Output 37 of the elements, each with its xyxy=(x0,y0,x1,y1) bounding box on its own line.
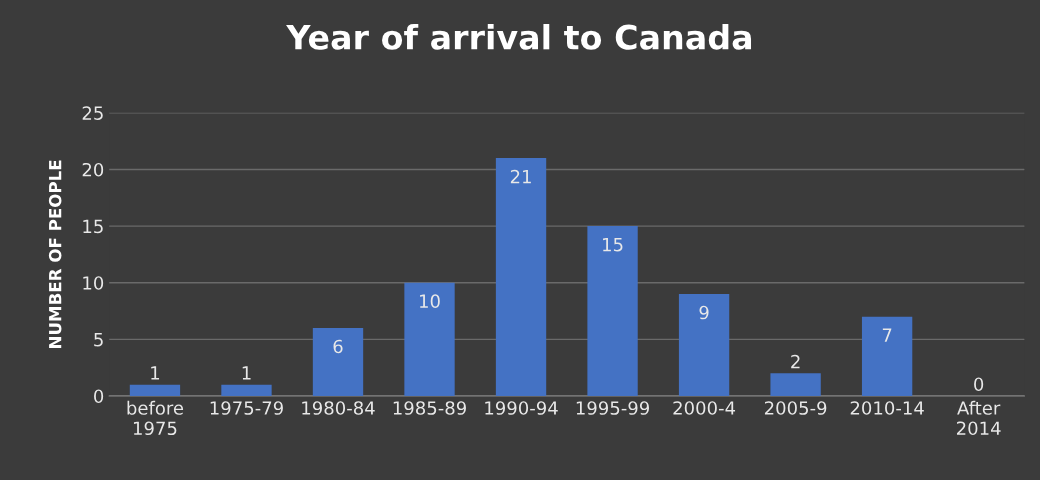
data-label: 1 xyxy=(151,366,160,380)
y-tick-label: 0 xyxy=(94,389,104,404)
bar xyxy=(404,282,455,396)
y-tick-label: 25 xyxy=(82,106,103,120)
data-label: 10 xyxy=(420,294,440,309)
bar xyxy=(221,384,272,396)
x-tick-label: 2010-14 xyxy=(850,401,924,415)
data-label: 15 xyxy=(603,237,623,252)
x-tick-label: 2000-4 xyxy=(673,401,736,415)
x-tick-label: 1975-79 xyxy=(210,401,283,415)
x-tick-label: 1990-94 xyxy=(485,401,558,415)
bar xyxy=(495,158,547,396)
x-tick-label: 2005-9 xyxy=(764,401,827,415)
bar xyxy=(587,226,638,396)
x-tick-label: before 1975 xyxy=(127,400,184,436)
y-tick-label: 5 xyxy=(94,333,103,347)
x-tick-label: 1995-99 xyxy=(576,401,650,415)
bar xyxy=(678,294,730,396)
chart-title: Year of arrival to Canada xyxy=(286,24,752,50)
bar xyxy=(129,384,181,396)
data-label: 2 xyxy=(791,354,800,369)
data-label: 0 xyxy=(974,377,984,392)
bar xyxy=(770,373,821,396)
data-label: 6 xyxy=(333,339,343,354)
y-axis-title: NUMBER OF PEOPLE xyxy=(48,160,62,348)
bar xyxy=(861,316,913,396)
x-tick-label: After 2014 xyxy=(956,400,1001,436)
data-label: 1 xyxy=(242,366,251,380)
x-tick-label: 1985-89 xyxy=(393,401,466,415)
y-tick-label: 15 xyxy=(83,219,103,234)
data-label: 21 xyxy=(510,169,531,184)
y-tick-label: 10 xyxy=(83,276,104,290)
data-label: 9 xyxy=(699,305,709,320)
x-tick-label: 1980-84 xyxy=(302,401,375,415)
bar xyxy=(312,328,364,396)
data-label: 7 xyxy=(882,328,892,342)
y-tick-label: 20 xyxy=(82,162,104,177)
